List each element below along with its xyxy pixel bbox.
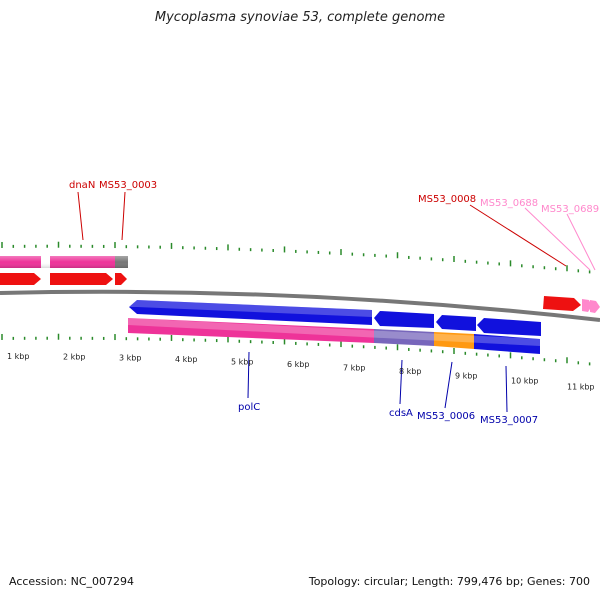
scale-labels: 1 kbp 2 kbp 3 kbp 4 kbp 5 kbp 6 kbp 7 kbp 8 kbp… — [7, 352, 595, 391]
gene-arrow-ms53-0008[interactable] — [543, 296, 581, 311]
scale-label: 1 kbp — [7, 352, 29, 361]
genome-backbone — [0, 289, 600, 322]
gene-arrow-ms53-0689[interactable] — [590, 300, 600, 313]
scale-label: 7 kbp — [343, 363, 365, 372]
scale-label: 5 kbp — [231, 357, 253, 366]
gene-feature-ms53-0006[interactable] — [434, 332, 474, 349]
gene-label-ms53-0006[interactable]: MS53_0006 — [417, 411, 475, 422]
gene-label-dnaN[interactable]: dnaN — [69, 180, 95, 191]
topology-summary: Topology: circular; Length: 799,476 bp; … — [308, 575, 590, 588]
gene-label-polC[interactable]: polC — [238, 402, 260, 413]
scale-label: 2 kbp — [63, 352, 85, 361]
gene-label-ms53-0008[interactable]: MS53_0008 — [418, 194, 476, 205]
tick-marks-outer — [1, 241, 591, 274]
gene-arrow-ms53-0006[interactable] — [436, 315, 476, 331]
scale-label: 3 kbp — [119, 353, 141, 362]
gene-feature-ms53-0007[interactable] — [474, 334, 540, 354]
gene-label-ms53-0003[interactable]: MS53_0003 — [99, 180, 157, 191]
gene-feature-polC[interactable] — [128, 318, 374, 343]
gene-arrow-ms53-0004[interactable] — [115, 273, 127, 285]
scale-label: 8 kbp — [399, 367, 421, 376]
gene-label-ms53-0007[interactable]: MS53_0007 — [480, 415, 538, 426]
scale-label: 11 kbp — [567, 382, 595, 391]
feature-track-inner-1 — [129, 300, 541, 336]
gene-arrow-ms53-0003[interactable] — [50, 273, 113, 285]
gene-feature-cdsA[interactable] — [374, 329, 434, 346]
gene-arrow-ms53-0007[interactable] — [477, 318, 541, 336]
map-title: Mycoplasma synoviae 53, complete genome — [154, 10, 446, 25]
gene-label-ms53-0688[interactable]: MS53_0688 — [480, 198, 538, 209]
gene-label-cdsA[interactable]: cdsA — [389, 408, 413, 419]
gene-arrow-polC[interactable] — [129, 300, 372, 325]
scale-label: 10 kbp — [511, 377, 539, 386]
feature-track-inner-2 — [128, 318, 540, 354]
tick-marks-inner — [1, 333, 591, 366]
feature-track-outer-2 — [0, 273, 600, 313]
gene-arrow-cdsA[interactable] — [374, 311, 434, 328]
gene-label-ms53-0689[interactable]: MS53_0689 — [541, 204, 599, 215]
scale-label: 4 kbp — [175, 355, 197, 364]
scale-label: 6 kbp — [287, 360, 309, 369]
accession-label: Accession: NC_007294 — [9, 575, 135, 588]
scale-label: 9 kbp — [455, 372, 477, 381]
label-connectors — [77, 191, 596, 413]
gene-labels-bottom: polC cdsA MS53_0006 MS53_0007 — [238, 402, 538, 426]
gene-arrow-ms53-0688[interactable] — [582, 299, 592, 312]
feature-track-outer-1 — [0, 256, 128, 268]
gene-labels-top: dnaN MS53_0003 MS53_0008 MS53_0688 MS53_… — [69, 180, 599, 215]
gene-arrow-dnaN[interactable] — [0, 273, 41, 285]
